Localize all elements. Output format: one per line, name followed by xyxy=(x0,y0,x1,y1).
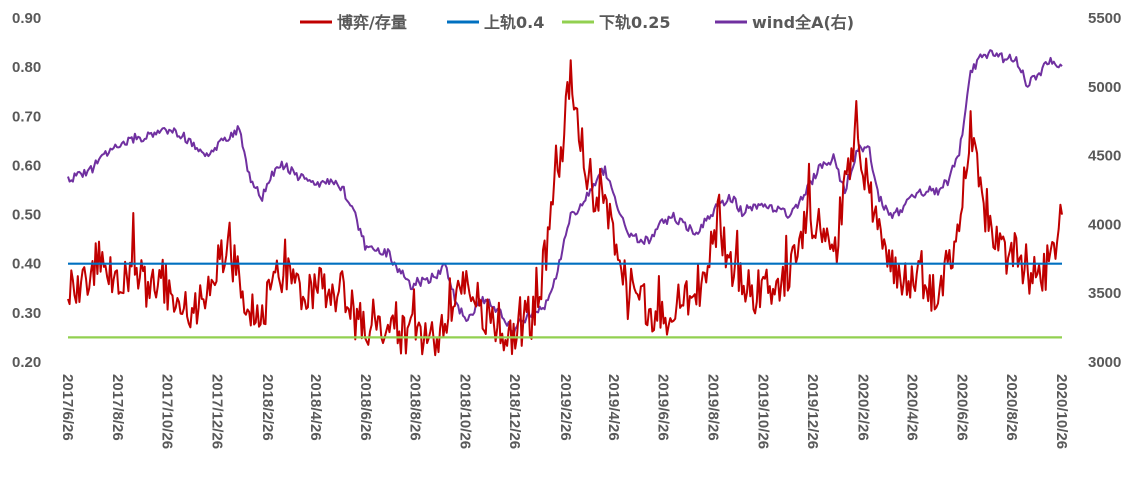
x-tick-label: 2018/8/26 xyxy=(407,374,424,441)
left-tick-label: 0.90 xyxy=(12,10,41,27)
x-tick-label: 2018/2/26 xyxy=(259,374,276,441)
legend-label: 上轨0.4 xyxy=(484,13,544,32)
left-tick-label: 0.20 xyxy=(12,354,41,371)
x-tick-label: 2019/6/26 xyxy=(655,374,672,441)
right-tick-label: 4500 xyxy=(1088,148,1121,165)
legend-item-0: 博弈/存量 xyxy=(300,13,407,32)
x-tick-label: 2018/6/26 xyxy=(357,374,374,441)
left-tick-label: 0.50 xyxy=(12,207,41,224)
series-lines xyxy=(67,49,1063,357)
legend-item-2: 下轨0.25 xyxy=(562,13,670,32)
x-tick-label: 2018/10/26 xyxy=(456,374,473,449)
x-tick-label: 2019/8/26 xyxy=(705,374,722,441)
right-tick-label: 5000 xyxy=(1088,79,1121,96)
x-tick-label: 2017/6/26 xyxy=(59,374,76,441)
x-tick-label: 2019/10/26 xyxy=(754,374,771,449)
left-tick-label: 0.60 xyxy=(12,157,41,174)
x-tick-label: 2018/4/26 xyxy=(307,374,324,441)
x-tick-label: 2017/12/26 xyxy=(208,374,225,449)
x-tick-label: 2020/6/26 xyxy=(953,374,970,441)
legend-item-3: wind全A(右) xyxy=(715,13,854,32)
legend-item-1: 上轨0.4 xyxy=(447,13,544,32)
x-tick-label: 2019/2/26 xyxy=(557,374,574,441)
left-axis: 0.20 0.30 0.40 0.50 0.60 0.70 0.80 0.90 xyxy=(12,10,41,371)
legend-label: wind全A(右) xyxy=(752,13,854,32)
left-tick-label: 0.30 xyxy=(12,305,41,322)
left-tick-label: 0.40 xyxy=(12,256,41,273)
x-axis: 2017/6/26 2017/8/26 2017/10/26 2017/12/26 20… xyxy=(59,374,1070,449)
x-tick-label: 2020/4/26 xyxy=(904,374,921,441)
x-tick-label: 2017/8/26 xyxy=(109,374,126,441)
legend-label: 博弈/存量 xyxy=(337,13,407,32)
legend: 博弈/存量 上轨0.4 下轨0.25 wind全A(右) xyxy=(300,13,854,32)
legend-label: 下轨0.25 xyxy=(599,13,670,32)
series-line-3 xyxy=(67,49,1063,337)
right-axis: 3000 3500 4000 4500 5000 5500 xyxy=(1088,10,1121,371)
right-tick-label: 3000 xyxy=(1088,354,1121,371)
right-tick-label: 5500 xyxy=(1088,10,1121,27)
x-tick-label: 2017/10/26 xyxy=(159,374,176,449)
x-tick-label: 2020/8/26 xyxy=(1003,374,1020,441)
x-tick-label: 2019/4/26 xyxy=(605,374,622,441)
left-tick-label: 0.70 xyxy=(12,108,41,125)
x-tick-label: 2020/10/26 xyxy=(1053,374,1070,449)
x-tick-label: 2019/12/26 xyxy=(804,374,821,449)
right-tick-label: 3500 xyxy=(1088,285,1121,302)
right-tick-label: 4000 xyxy=(1088,216,1121,233)
left-tick-label: 0.80 xyxy=(12,59,41,76)
x-tick-label: 2020/2/26 xyxy=(855,374,872,441)
series-line-0 xyxy=(67,59,1063,357)
x-tick-label: 2018/12/26 xyxy=(506,374,523,449)
